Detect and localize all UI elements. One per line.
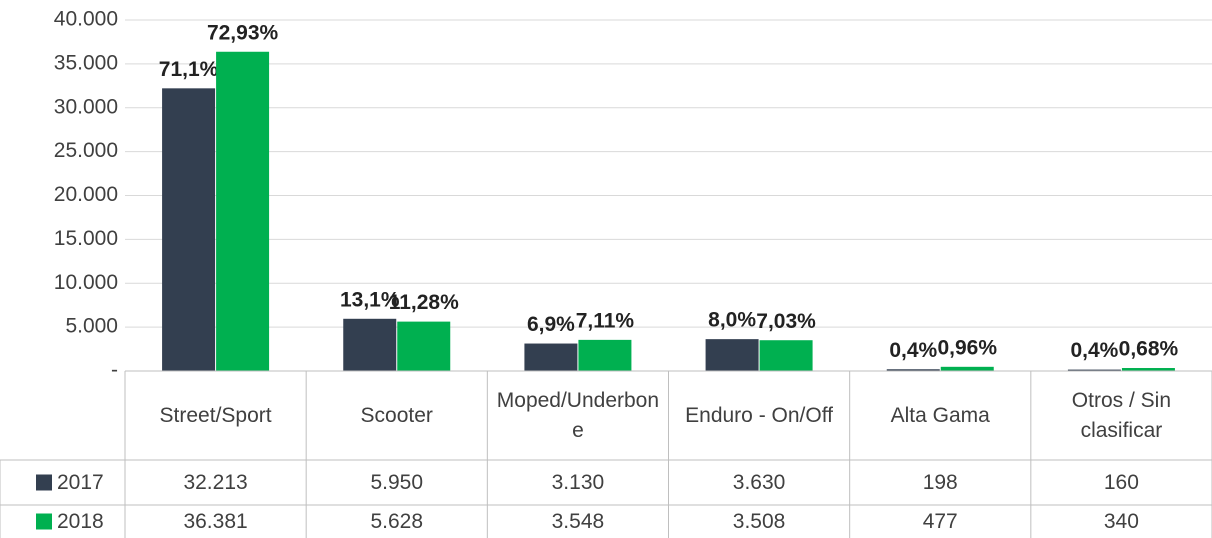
share-label: 71,1%	[159, 58, 219, 81]
category-label: Scooter	[360, 403, 433, 427]
share-label: 13,1%	[340, 288, 400, 311]
share-label: 11,28%	[389, 291, 459, 314]
category-label: Otros / Sin clasificar	[1071, 388, 1171, 442]
bar	[397, 321, 451, 371]
bar	[216, 51, 270, 372]
y-tick-label: 20.000	[54, 183, 118, 206]
bar	[524, 343, 578, 371]
table-value: 5.950	[370, 470, 424, 494]
table-value: 477	[922, 509, 958, 533]
category-label: Street/Sport	[159, 403, 272, 427]
table-value: 32.213	[183, 470, 248, 494]
y-tick-label: 30.000	[54, 95, 118, 118]
table-value: 5.628	[370, 509, 424, 533]
bar	[162, 88, 216, 371]
share-label: 7,11%	[576, 309, 635, 332]
bar	[759, 340, 813, 371]
table-value: 340	[1103, 509, 1139, 533]
share-label: 0,68%	[1119, 338, 1179, 361]
legend-label: 2017	[57, 471, 104, 494]
table-value: 3.548	[551, 509, 605, 533]
share-label: 0,4%	[889, 339, 937, 362]
table-value: 3.630	[732, 470, 786, 494]
bar	[705, 339, 759, 371]
bar	[940, 366, 994, 371]
bar	[578, 339, 632, 371]
y-tick-label: 15.000	[54, 227, 118, 250]
share-label: 72,93%	[207, 21, 279, 44]
bar	[1067, 369, 1121, 371]
legend-label: 2018	[57, 510, 104, 533]
y-tick-label: 25.000	[54, 139, 118, 162]
share-label: 0,96%	[937, 336, 997, 359]
category-label: Enduro - On/Off	[685, 403, 833, 427]
category-label: Moped/Underbone	[496, 388, 660, 442]
legend-swatch	[36, 513, 52, 530]
share-label: 6,9%	[527, 313, 575, 336]
y-tick-label: 10.000	[54, 271, 118, 294]
share-label: 8,0%	[708, 309, 756, 332]
category-label: Alta Gama	[890, 403, 990, 427]
bar	[886, 369, 940, 371]
y-tick-label: 5.000	[65, 315, 118, 338]
table-value: 160	[1103, 470, 1139, 494]
share-label: 7,03%	[756, 310, 816, 333]
table-value: 3.508	[732, 509, 786, 533]
table-value: 198	[922, 470, 958, 494]
table-value: 36.381	[183, 509, 248, 533]
bar	[343, 318, 397, 371]
bar	[1121, 368, 1175, 371]
table-value: 3.130	[551, 470, 605, 494]
y-tick-label: 40.000	[54, 8, 118, 31]
legend-swatch	[36, 474, 52, 491]
share-label: 0,4%	[1070, 339, 1118, 362]
y-tick-label: -	[111, 359, 118, 382]
y-tick-label: 35.000	[54, 51, 118, 74]
